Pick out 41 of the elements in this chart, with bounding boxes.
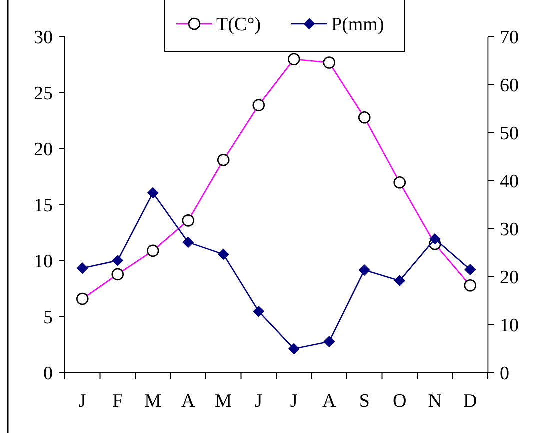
- point: [394, 275, 406, 286]
- point: [359, 264, 370, 276]
- y2-tick-label: 10: [500, 316, 519, 337]
- x-tick-label: M: [144, 391, 162, 412]
- x-tick-label: F: [112, 391, 124, 412]
- point: [324, 336, 335, 348]
- x-tick-label: A: [322, 391, 337, 412]
- point: [148, 188, 159, 198]
- point: [253, 306, 264, 318]
- y2-tick-label: 30: [500, 220, 519, 241]
- y2-tick-label: 70: [500, 28, 519, 49]
- y-tick-label: 0: [44, 364, 53, 385]
- x-tick-label: J: [255, 391, 263, 412]
- y-tick-label: 5: [44, 308, 53, 329]
- y-tick-label: 20: [34, 140, 53, 161]
- y2-tick-label: 0: [500, 364, 510, 385]
- point: [464, 264, 476, 276]
- x-tick-label: A: [182, 391, 196, 412]
- legend-label: T(C°): [216, 14, 262, 36]
- y-tick-label: 30: [34, 28, 53, 49]
- x-tick-label: N: [428, 391, 442, 412]
- legend-label: P(mm): [332, 14, 384, 36]
- y-tick-label: 15: [34, 196, 53, 217]
- y-tick-label: 10: [34, 252, 53, 273]
- x-tick-label: M: [215, 391, 232, 412]
- x-tick-label: O: [393, 391, 407, 412]
- point: [218, 248, 230, 260]
- y2-tick-label: 40: [500, 172, 519, 193]
- x-tick-label: J: [78, 391, 86, 412]
- y-tick-label: 25: [34, 84, 53, 105]
- point: [182, 236, 194, 248]
- x-tick-label: S: [359, 391, 370, 412]
- point: [77, 262, 88, 274]
- point: [430, 234, 441, 245]
- y2-tick-label: 50: [500, 124, 519, 145]
- x-tick-label: J: [290, 391, 298, 412]
- y2-tick-label: 20: [500, 268, 519, 289]
- x-tick-label: D: [464, 391, 478, 412]
- y2-tick-label: 60: [500, 76, 519, 97]
- point: [112, 255, 124, 266]
- point: [288, 344, 300, 354]
